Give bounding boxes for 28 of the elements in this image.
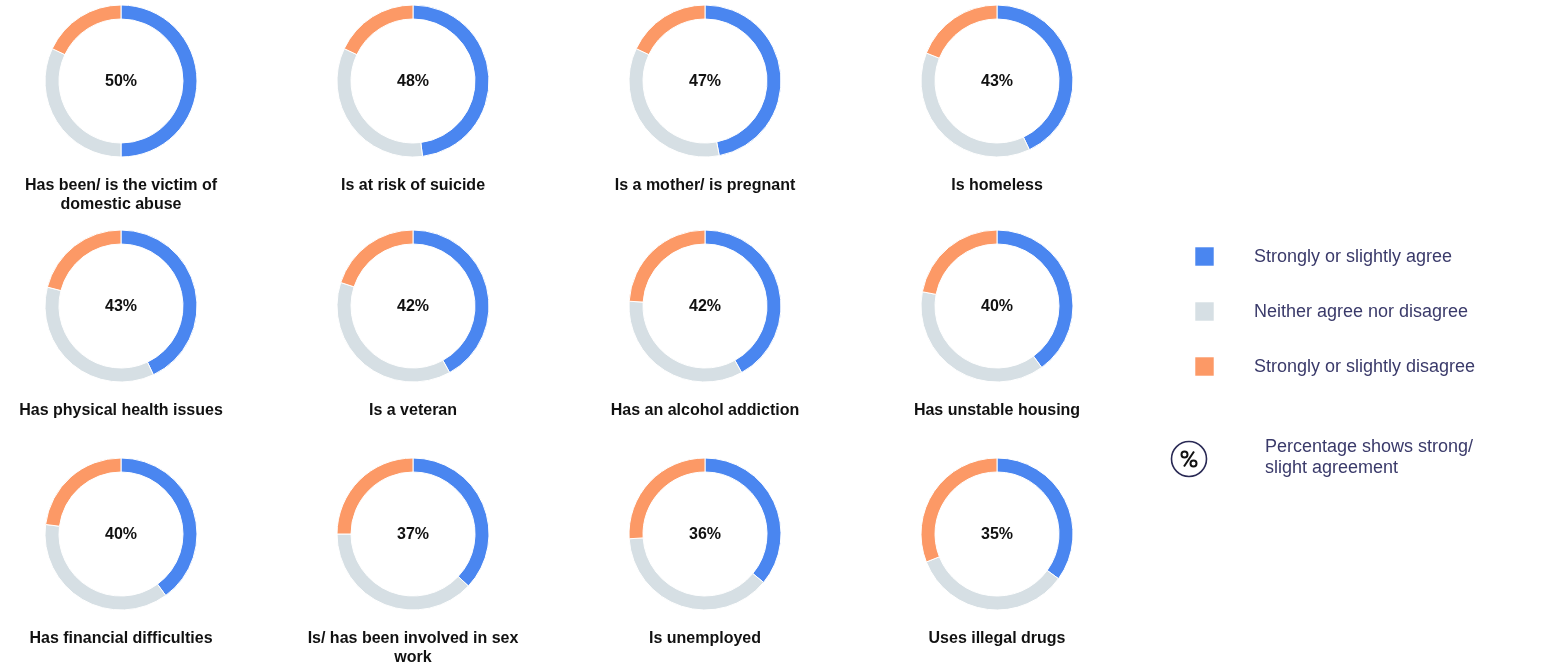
text: Uses illegal drugs [927, 628, 1067, 647]
data-label: 50% [104, 72, 138, 89]
data-label: 36% [688, 525, 722, 542]
data-label: 42% [396, 297, 430, 314]
data-label: 37% [396, 525, 430, 542]
text: Has an alcohol addiction [609, 400, 801, 419]
data-label: 40% [104, 525, 138, 542]
text: Has been/ is the victim of domestic abuse [23, 175, 219, 213]
data-label: 47% [688, 72, 722, 89]
text: Percentage shows strong/ slight agreement [1265, 436, 1475, 478]
text: Has financial difficulties [28, 628, 214, 647]
text: Has unstable housing [912, 400, 1082, 419]
text: Is/ has been involved in sex work [306, 628, 520, 666]
data-label: 42% [688, 297, 722, 314]
text: Is a veteran [367, 400, 459, 419]
data-label: 40% [980, 297, 1014, 314]
data-label: 43% [104, 297, 138, 314]
text: Is homeless [950, 175, 1044, 194]
legend-label: Neither agree nor disagree [1254, 300, 1469, 321]
data-label: 35% [980, 525, 1014, 542]
text: Is a mother/ is pregnant [613, 175, 797, 194]
data-label: 43% [980, 72, 1014, 89]
text: Is unemployed [648, 628, 762, 647]
text: Is at risk of suicide [339, 175, 487, 194]
legend-label: Strongly or slightly agree [1254, 245, 1453, 266]
legend-label: Strongly or slightly disagree [1254, 355, 1476, 376]
text: Has physical health issues [18, 400, 224, 419]
data-label: 48% [396, 72, 430, 89]
